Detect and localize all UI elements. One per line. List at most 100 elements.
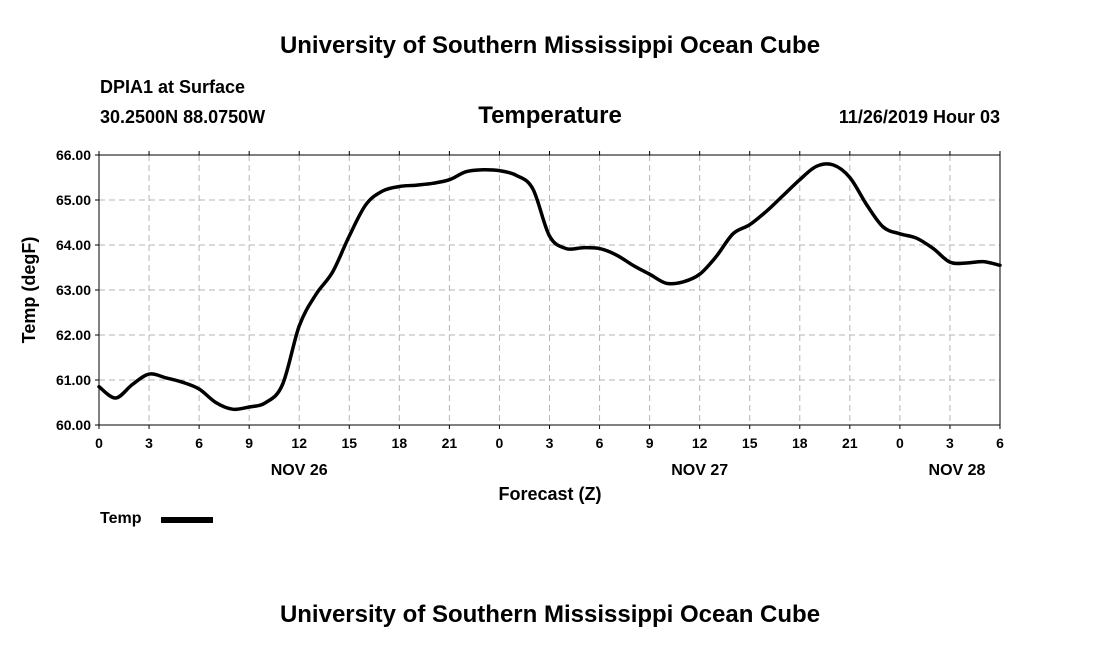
y-tick-label: 62.00 <box>56 327 91 343</box>
data-point <box>765 210 768 213</box>
x-tick-label: 6 <box>195 435 203 451</box>
data-point <box>331 271 334 274</box>
data-point <box>231 408 234 411</box>
footer-title: University of Southern Mississippi Ocean… <box>279 601 821 628</box>
y-axis-title: Temp (degF) <box>19 237 39 344</box>
page-title: University of Southern Mississippi Ocean… <box>279 32 821 59</box>
x-tick-label: 18 <box>392 435 408 451</box>
data-point <box>815 165 818 168</box>
data-point <box>915 237 918 240</box>
data-point <box>298 325 301 328</box>
data-point <box>481 168 484 171</box>
data-point <box>114 397 117 400</box>
x-tick-label: 12 <box>291 435 307 451</box>
data-point <box>198 388 201 391</box>
data-point <box>381 190 384 193</box>
x-tick-label: 3 <box>946 435 954 451</box>
data-point <box>698 273 701 276</box>
data-point <box>932 247 935 250</box>
grid <box>99 155 1000 425</box>
series-line-temp <box>97 162 1002 412</box>
y-tick-label: 63.00 <box>56 282 91 298</box>
data-point <box>398 185 401 188</box>
x-tick-label: 9 <box>646 435 654 451</box>
data-point <box>548 235 551 238</box>
data-point <box>515 174 518 177</box>
data-point <box>365 203 368 206</box>
date-label: NOV 28 <box>929 462 986 479</box>
data-point <box>98 385 101 388</box>
data-point <box>631 264 634 267</box>
x-tick-label: 0 <box>95 435 103 451</box>
y-tick-label: 65.00 <box>56 192 91 208</box>
data-point <box>648 273 651 276</box>
y-tick-label: 60.00 <box>56 417 91 433</box>
data-point <box>798 178 801 181</box>
data-point <box>465 170 468 173</box>
data-point <box>732 232 735 235</box>
data-point <box>832 163 835 166</box>
y-tick-label: 61.00 <box>56 372 91 388</box>
x-tick-label: 21 <box>842 435 858 451</box>
data-point <box>982 260 985 263</box>
x-tick-label: 9 <box>245 435 253 451</box>
x-axis-title: Forecast (Z) <box>498 484 601 504</box>
data-point <box>531 187 534 190</box>
data-point <box>898 232 901 235</box>
data-point <box>715 255 718 258</box>
data-point <box>448 178 451 181</box>
station-label: DPIA1 at Surface <box>100 77 246 97</box>
x-tick-label: 18 <box>792 435 808 451</box>
chart-title: Temperature <box>478 102 622 129</box>
x-axis: 0 3 6 9 12 15 18 21 0 3 6 9 12 15 18 21 0 3 6 <box>95 151 1004 451</box>
data-point <box>281 383 284 386</box>
data-point <box>348 235 351 238</box>
x-tick-label: 15 <box>341 435 357 451</box>
data-point <box>131 383 134 386</box>
data-point <box>682 280 685 283</box>
data-point <box>314 293 317 296</box>
x-tick-label: 15 <box>742 435 758 451</box>
x-tick-label: 6 <box>996 435 1004 451</box>
legend-label: Temp <box>100 510 142 527</box>
x-tick-label: 21 <box>442 435 458 451</box>
data-point <box>865 203 868 206</box>
x-tick-label: 6 <box>596 435 604 451</box>
x-tick-label: 0 <box>896 435 904 451</box>
date-labels: NOV 26 NOV 27 NOV 28 <box>271 462 986 479</box>
y-axis: 60.00 61.00 62.00 63.00 64.00 65.00 66.00 <box>56 147 99 433</box>
legend-swatch <box>161 517 213 523</box>
data-point <box>164 376 167 379</box>
data-point <box>431 182 434 185</box>
timestamp-label: 11/26/2019 Hour 03 <box>838 107 1000 127</box>
data-point <box>565 247 568 250</box>
data-point <box>248 406 251 409</box>
x-tick-label: 3 <box>546 435 554 451</box>
data-point <box>264 401 267 404</box>
data-point <box>598 247 601 250</box>
data-point <box>848 176 851 179</box>
data-point <box>882 226 885 229</box>
x-tick-label: 3 <box>145 435 153 451</box>
data-point <box>415 184 418 187</box>
data-point <box>581 246 584 249</box>
x-tick-label: 12 <box>692 435 708 451</box>
location-label: 30.2500N 88.0750W <box>100 107 266 127</box>
y-tick-label: 64.00 <box>56 237 91 253</box>
data-point <box>498 169 501 172</box>
date-label: NOV 26 <box>271 462 328 479</box>
data-point <box>615 253 618 256</box>
data-point <box>181 381 184 384</box>
x-tick-label: 0 <box>496 435 504 451</box>
data-point <box>748 223 751 226</box>
data-point <box>999 264 1002 267</box>
data-point <box>948 261 951 264</box>
data-point <box>214 401 217 404</box>
date-label: NOV 27 <box>671 462 728 479</box>
data-point <box>965 262 968 265</box>
y-tick-label: 66.00 <box>56 147 91 163</box>
data-point <box>148 373 151 376</box>
data-point <box>665 282 668 285</box>
data-point <box>782 194 785 197</box>
